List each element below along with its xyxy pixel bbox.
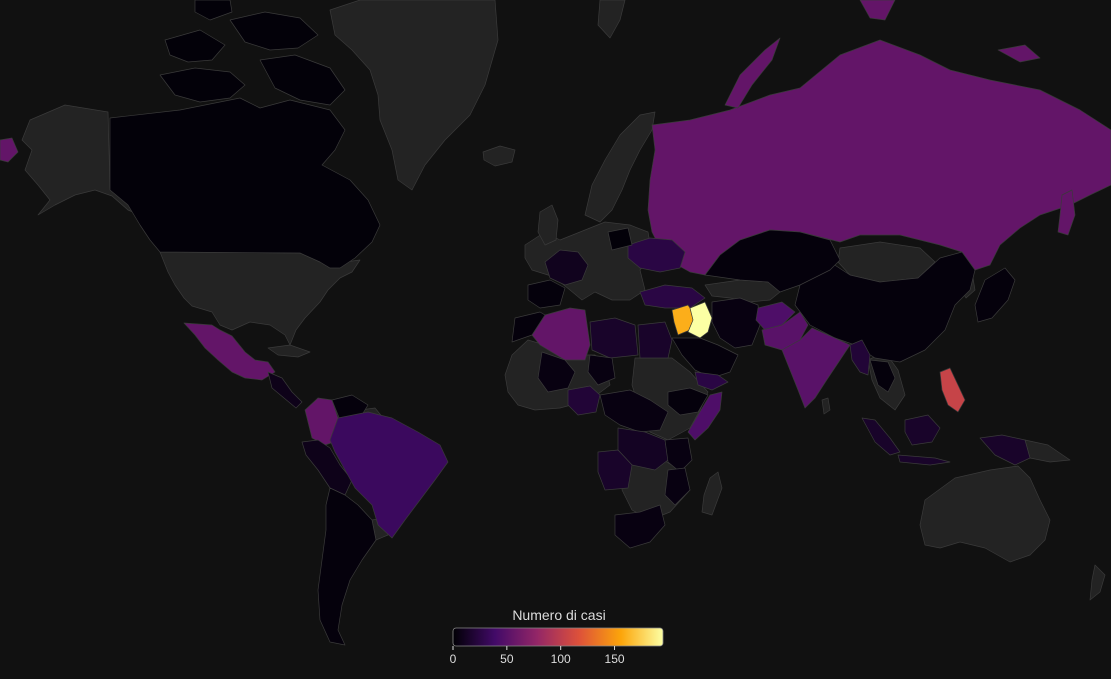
region-iraq[interactable]	[687, 301, 713, 339]
region-indonesia-borneo[interactable]	[904, 414, 941, 446]
data-countries	[0, 0, 1111, 646]
region-spain[interactable]	[527, 279, 566, 309]
region-mali[interactable]	[537, 351, 576, 393]
region-algeria[interactable]	[531, 307, 591, 361]
region-indonesia-sumatra[interactable]	[861, 417, 901, 456]
region-canada-arctic-2[interactable]	[229, 11, 319, 51]
region-saudi-arabia[interactable]	[671, 337, 739, 379]
region-iceland[interactable]	[482, 145, 516, 167]
region-indonesia-java[interactable]	[897, 454, 951, 466]
legend-tick-label: 50	[500, 652, 514, 666]
region-chukotka-edge[interactable]	[0, 137, 19, 163]
legend: Numero di casi 0 50 100 150	[450, 607, 664, 666]
legend-colorbar	[452, 627, 664, 647]
region-vietnam-laos[interactable]	[869, 359, 896, 393]
region-kazakhstan[interactable]	[704, 229, 841, 293]
region-poland[interactable]	[607, 227, 633, 251]
region-south-africa[interactable]	[614, 504, 666, 549]
region-morocco[interactable]	[511, 311, 546, 343]
region-mexico[interactable]	[183, 322, 276, 381]
region-egypt[interactable]	[637, 321, 673, 359]
region-angola[interactable]	[597, 449, 633, 491]
region-turkey[interactable]	[639, 284, 706, 309]
region-canada-arctic-1[interactable]	[164, 29, 226, 63]
region-nigeria[interactable]	[567, 385, 601, 416]
region-tanzania[interactable]	[664, 437, 693, 473]
region-libya[interactable]	[589, 317, 639, 359]
region-canada-arctic-4[interactable]	[259, 54, 346, 106]
region-pakistan[interactable]	[761, 311, 809, 351]
region-argentina[interactable]	[317, 487, 377, 646]
region-somalia[interactable]	[687, 391, 723, 441]
region-ukraine[interactable]	[627, 237, 686, 273]
region-brazil[interactable]	[329, 411, 449, 539]
region-cuba[interactable]	[267, 344, 311, 358]
region-india[interactable]	[781, 327, 851, 409]
region-russia-islands-2[interactable]	[997, 44, 1041, 63]
region-france[interactable]	[544, 249, 589, 286]
region-uk[interactable]	[537, 204, 559, 246]
legend-title: Numero di casi	[512, 607, 605, 623]
region-russia-islands[interactable]	[859, 0, 896, 21]
region-new-guinea[interactable]	[979, 434, 1031, 466]
legend-tick-label: 150	[605, 652, 625, 666]
region-sri-lanka[interactable]	[821, 397, 831, 415]
legend-ticks: 0 50 100 150	[450, 646, 625, 666]
legend-tick-label: 0	[450, 652, 457, 666]
region-sakhalin[interactable]	[1057, 189, 1076, 236]
region-central-africa[interactable]	[599, 389, 669, 433]
region-yemen[interactable]	[694, 371, 729, 391]
region-novaya-zemlya[interactable]	[724, 37, 781, 109]
region-mozambique[interactable]	[664, 467, 691, 506]
region-new-zealand[interactable]	[1089, 564, 1106, 601]
region-greenland[interactable]	[329, 0, 499, 191]
region-canada[interactable]	[109, 97, 381, 269]
region-canada-arctic-5[interactable]	[194, 0, 233, 21]
region-scandinavia[interactable]	[584, 111, 656, 223]
region-iran[interactable]	[711, 297, 761, 349]
region-japan[interactable]	[974, 267, 1016, 323]
legend-tick-label: 100	[551, 652, 571, 666]
region-central-america[interactable]	[267, 371, 303, 409]
region-australia[interactable]	[919, 465, 1051, 563]
region-svalbard[interactable]	[597, 0, 626, 39]
region-philippines[interactable]	[939, 367, 966, 413]
region-niger[interactable]	[587, 354, 616, 386]
region-peru[interactable]	[301, 439, 353, 496]
region-canada-arctic-3[interactable]	[159, 67, 246, 103]
region-ethiopia[interactable]	[667, 387, 709, 416]
region-madagascar[interactable]	[701, 471, 723, 516]
region-myanmar[interactable]	[849, 339, 871, 376]
